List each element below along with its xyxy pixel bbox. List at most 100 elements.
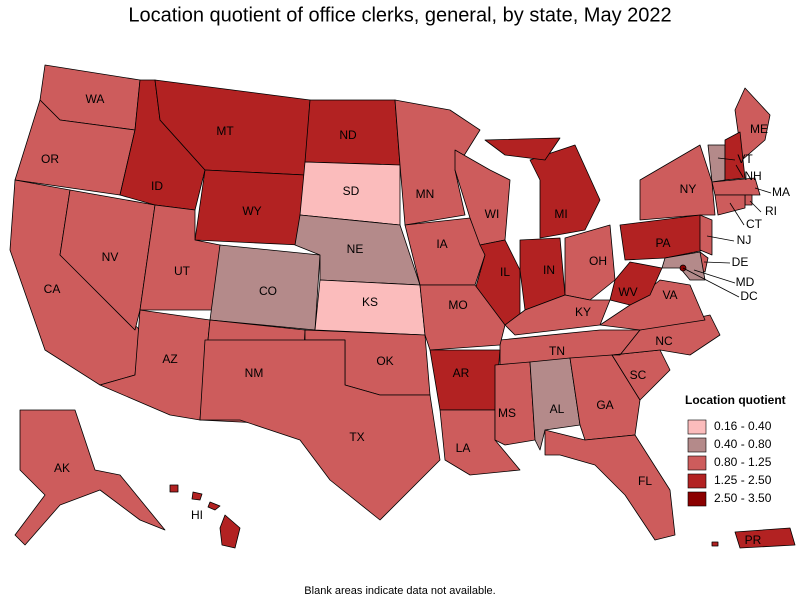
state-label: MT: [216, 124, 234, 138]
legend-label: 1.25 - 2.50: [714, 473, 772, 487]
state-label: FL: [638, 474, 652, 488]
state-shape: [484, 137, 561, 161]
state-label: MI: [554, 207, 567, 221]
state-label: ID: [151, 179, 163, 193]
leader-line: [693, 269, 736, 284]
state-label: NV: [102, 250, 119, 264]
state-shape: [724, 131, 746, 181]
state-shape: [699, 214, 713, 256]
state-label: OR: [41, 152, 59, 166]
state-label: WA: [86, 92, 105, 106]
state-label: OK: [376, 354, 393, 368]
leader-line: [703, 261, 731, 264]
state-shape: [207, 501, 221, 511]
state-label: HI: [191, 508, 203, 522]
state-label: NC: [655, 334, 673, 348]
states: [9, 64, 796, 549]
state-shape: [639, 144, 716, 221]
state-shape: [199, 339, 441, 521]
state-label: VA: [662, 288, 677, 302]
state-label: NY: [680, 182, 697, 196]
state-label: AK: [54, 461, 70, 475]
state-shape: [711, 541, 719, 547]
state-label: PA: [655, 236, 670, 250]
state-label: KY: [575, 305, 591, 319]
legend-label: 2.50 - 3.50: [714, 491, 772, 505]
state-shape: [714, 194, 746, 216]
state-shape: [564, 224, 616, 301]
leader-line: [706, 235, 735, 242]
state-label: OH: [589, 254, 607, 268]
state-label: TX: [349, 430, 364, 444]
state-label: IN: [543, 263, 555, 277]
legend-swatch: [687, 455, 707, 471]
state-label: WY: [242, 204, 261, 218]
state-label: NE: [347, 242, 364, 256]
state-shape: [744, 194, 753, 206]
state-shape: [619, 214, 706, 261]
state-shape: [711, 177, 761, 196]
state-label: SC: [630, 368, 647, 382]
legend-swatch: [687, 473, 707, 489]
state-label: NJ: [737, 233, 752, 247]
state-shape: [494, 361, 536, 446]
leader-line: [682, 267, 740, 298]
map-title: Location quotient of office clerks, gene…: [128, 4, 671, 26]
state-label: LA: [456, 441, 471, 455]
state-label: CT: [746, 217, 763, 231]
state-label: AZ: [162, 352, 177, 366]
state-shape: [169, 484, 179, 493]
state-label: IL: [500, 265, 510, 279]
state-label: ND: [339, 128, 357, 142]
state-shape: [529, 144, 601, 239]
state-shape: [544, 429, 676, 541]
state-label: AL: [550, 402, 565, 416]
state-label: TN: [549, 344, 565, 358]
state-label: PR: [745, 533, 762, 547]
state-label: CO: [259, 284, 277, 298]
state-shape: [734, 87, 771, 161]
leader-line: [749, 200, 762, 213]
state-shape: [191, 491, 203, 501]
state-label: IA: [436, 237, 447, 251]
state-label: MS: [498, 406, 516, 420]
state-shape: [394, 99, 481, 226]
state-label: MN: [416, 187, 435, 201]
state-label: KS: [362, 295, 378, 309]
state-label: DC: [740, 289, 758, 303]
state-label: UT: [174, 264, 191, 278]
state-shape: [419, 284, 506, 351]
state-shape: [59, 189, 156, 331]
state-label: MA: [772, 185, 790, 199]
state-label: NH: [744, 169, 761, 183]
state-shape: [219, 514, 241, 549]
state-shape: [404, 217, 486, 286]
state-label: ME: [750, 122, 768, 136]
state-label: WI: [485, 207, 500, 221]
legend-swatch: [687, 437, 707, 453]
state-shape: [734, 527, 796, 549]
legend: Location quotient 0.16 - 0.40 0.40 - 0.80…: [685, 393, 786, 507]
state-shape: [14, 409, 166, 546]
state-label: RI: [765, 204, 777, 218]
state-label: WV: [618, 285, 637, 299]
legend-label: 0.40 - 0.80: [714, 437, 772, 451]
state-label: MD: [736, 275, 755, 289]
leader-line: [717, 157, 736, 161]
state-label: VT: [737, 152, 753, 166]
state-label: NM: [245, 366, 264, 380]
state-label: DE: [732, 255, 749, 269]
leader-line: [754, 187, 772, 194]
state-label: AR: [453, 366, 470, 380]
leader-line: [735, 164, 744, 178]
state-labels: WA OR CA NV ID MT WY UT CO AZ NM ND SD NE KS OK TX MN IA WI…: [41, 92, 790, 547]
leader-line: [729, 202, 745, 226]
state-label: GA: [596, 398, 613, 412]
legend-swatch: [687, 419, 707, 435]
state-label: SD: [343, 184, 360, 198]
legend-label: 0.16 - 0.40: [714, 419, 772, 433]
state-label: MO: [448, 298, 467, 312]
state-label: CA: [44, 282, 61, 296]
legend-swatch: [687, 491, 707, 507]
